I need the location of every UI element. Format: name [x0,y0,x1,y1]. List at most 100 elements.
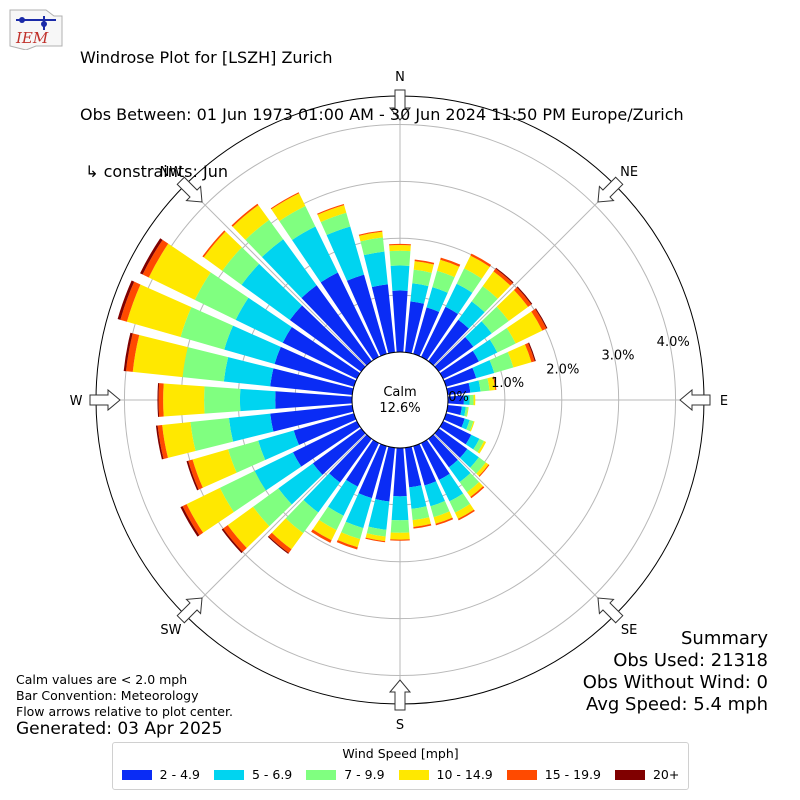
bar-270-bin-2 [204,386,241,414]
arrow-0 [388,89,412,121]
bar-80-bin-4 [492,376,497,390]
direction-label-SE: SE [621,623,637,638]
bar-20-bin-1 [426,287,448,312]
bar-180-bin-4 [390,539,410,541]
bar-220-bin-2 [285,500,319,534]
bar-300-bin-1 [235,297,292,343]
bar-240-bin-3 [186,487,234,533]
bar-160-bin-1 [424,481,445,507]
bar-240-bin-1 [254,452,302,491]
grid-spoke [433,433,616,616]
legend-swatch [213,769,244,780]
bar-60-bin-2 [489,327,516,353]
radial-tick-3: 3.0% [601,349,634,364]
direction-label-E: E [720,394,728,409]
bar-110-bin-2 [466,419,474,432]
bar-260-bin-5 [155,425,164,460]
bar-20-bin-3 [437,259,460,278]
direction-arrows [89,89,711,711]
legend: Wind Speed [mph] 2 - 4.9 5 - 6.9 7 - 9.9 10… [112,742,689,790]
bar-180-bin-0 [393,447,407,497]
note-flow-arrows: Flow arrows relative to plot center. [16,704,233,719]
bar-0-bin-4 [389,243,411,246]
bar-220-bin-1 [303,473,341,513]
direction-labels: N NE E SE S SW W NW [70,70,729,733]
bar-350-bin-3 [359,231,383,242]
bar-160-bin-3 [433,511,453,524]
bar-130-bin-2 [470,457,486,474]
bar-320-bin-0 [301,285,372,366]
legend-title: Wind Speed [mph] [342,746,459,761]
bar-170-bin-1 [409,485,427,509]
bar-220-bin-0 [329,434,372,483]
bar-120-bin-1 [465,434,480,450]
bar-130-bin-3 [476,462,489,477]
bar-340-bin-0 [346,274,387,357]
bar-260-bin-4 [157,424,168,459]
bar-180-bin-1 [391,496,409,521]
bar-230-bin-2 [253,488,292,527]
legend-label: 10 - 14.9 [436,767,493,782]
bar-300-bin-5 [140,238,163,275]
bar-50-bin-2 [481,306,509,334]
bar-260-bin-1 [228,413,274,442]
bar-60-bin-1 [472,339,498,362]
legend-swatch [306,769,337,780]
bar-200-bin-2 [341,521,364,540]
legend-label: 2 - 4.9 [159,767,200,782]
bar-160-bin-2 [430,501,450,518]
bar-260-bin-0 [270,405,354,432]
bar-90-bin-3 [473,394,476,406]
bar-210-bin-2 [319,506,344,531]
arrow-180 [388,679,412,711]
bar-150-bin-0 [421,439,450,480]
bar-140-bin-4 [470,486,485,499]
bar-350-bin-1 [363,251,388,288]
calm-value: 12.6% [379,401,420,416]
bar-240-bin-5 [180,506,200,537]
legend-item-1: 5 - 6.9 [213,767,292,782]
bar-100-bin-1 [460,406,466,417]
bar-340-bin-1 [326,226,365,281]
bar-350-bin-4 [358,230,383,236]
grid-spoke [184,184,367,367]
legend-swatch [121,769,152,780]
note-bar-convention: Bar Convention: Meteorology [16,688,199,703]
bar-310-bin-0 [289,305,366,372]
bar-40-bin-3 [482,271,511,299]
bar-150-bin-2 [449,493,471,513]
bar-200-bin-4 [336,539,358,550]
bar-0-bin-0 [392,290,408,353]
legend-item-2: 7 - 9.9 [306,767,385,782]
radial-tick-2: 2.0% [546,362,579,377]
summary-avg-speed: Avg Speed: 5.4 mph [586,694,768,715]
chart-notes: Calm values are < 2.0 mph Bar Convention… [16,672,233,720]
bar-70-bin-3 [507,344,532,368]
bar-230-bin-5 [221,528,243,554]
bar-180-bin-3 [390,532,410,540]
bar-90-bin-2 [469,394,474,406]
bar-110-bin-3 [469,421,475,432]
bar-50-bin-5 [516,286,533,305]
bar-310-bin-1 [241,263,303,320]
title-line-1: Windrose Plot for [LSZH] Zurich [80,48,333,67]
bar-300-bin-2 [194,272,249,320]
bar-80-bin-2 [478,378,490,392]
bar-10-bin-3 [413,261,434,273]
bar-230-bin-4 [223,525,247,552]
bar-350-bin-0 [371,284,395,354]
bar-330-bin-3 [271,193,306,222]
bar-60-bin-0 [439,350,479,379]
bar-100-bin-0 [446,405,462,416]
legend-label: 7 - 9.9 [344,767,385,782]
radial-tick-1: 1.0% [491,376,524,391]
bar-320-bin-1 [261,239,317,298]
bar-80-bin-1 [468,380,481,393]
calm-circle [351,351,449,449]
bar-190-bin-2 [366,526,387,537]
bar-210-bin-4 [311,529,332,543]
bar-210-bin-0 [346,439,379,487]
bar-280-bin-2 [182,347,229,382]
bar-250-bin-4 [188,459,203,490]
bar-300-bin-3 [148,243,211,300]
